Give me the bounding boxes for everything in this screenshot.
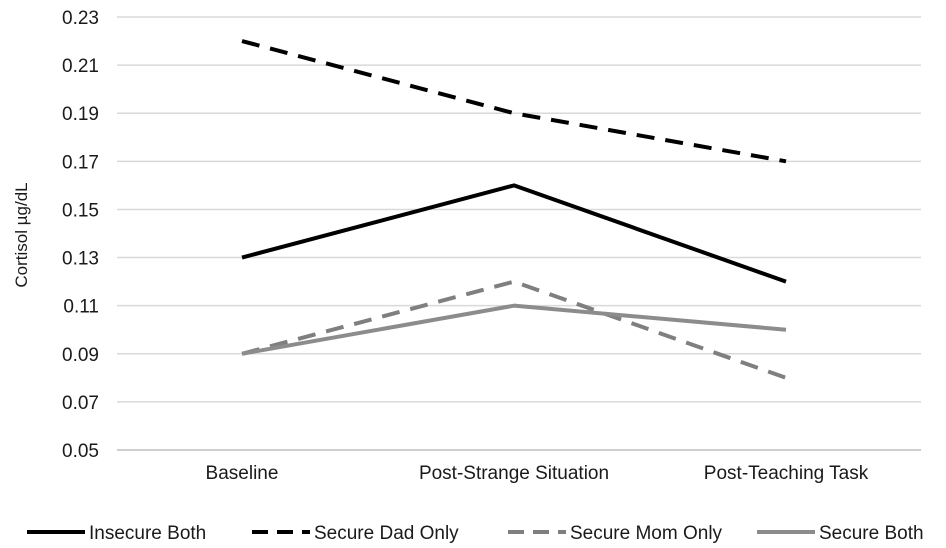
legend-label: Insecure Both [89,523,206,544]
y-tick-label: 0.17 [62,152,99,173]
y-axis-ticks: 0.05 0.07 0.09 0.11 0.13 0.15 0.17 0.19 0.21 0.23 [62,8,99,462]
series-line-secure-mom-only [241,279,787,380]
y-tick-label: 0.19 [62,104,99,125]
x-tick-label: Post-Teaching Task [704,463,869,484]
x-tick-label: Baseline [206,463,279,484]
legend-label: Secure Dad Only [314,523,459,544]
series-lines [241,39,787,380]
y-tick-label: 0.09 [62,345,99,366]
x-tick-label: Post-Strange Situation [419,463,609,484]
y-tick-label: 0.13 [62,249,99,270]
legend-label: Secure Mom Only [570,523,723,544]
y-tick-label: 0.23 [62,8,99,29]
gridlines [117,16,921,451]
y-tick-label: 0.05 [62,441,99,462]
y-tick-label: 0.21 [62,56,99,77]
legend: Insecure Both Secure Dad Only Secure Mom O… [27,523,924,544]
legend-label: Secure Both [819,523,924,544]
series-line-secure-dad-only [241,39,787,164]
y-tick-label: 0.15 [62,200,99,221]
series-line-insecure-both [241,183,787,284]
y-axis-title: Cortisol µg/dL [12,182,31,287]
y-tick-label: 0.11 [63,297,99,318]
y-tick-label: 0.07 [62,393,99,414]
series-line-secure-both [241,303,787,356]
x-axis-ticks: Baseline Post-Strange Situation Post-Teach… [206,463,869,484]
